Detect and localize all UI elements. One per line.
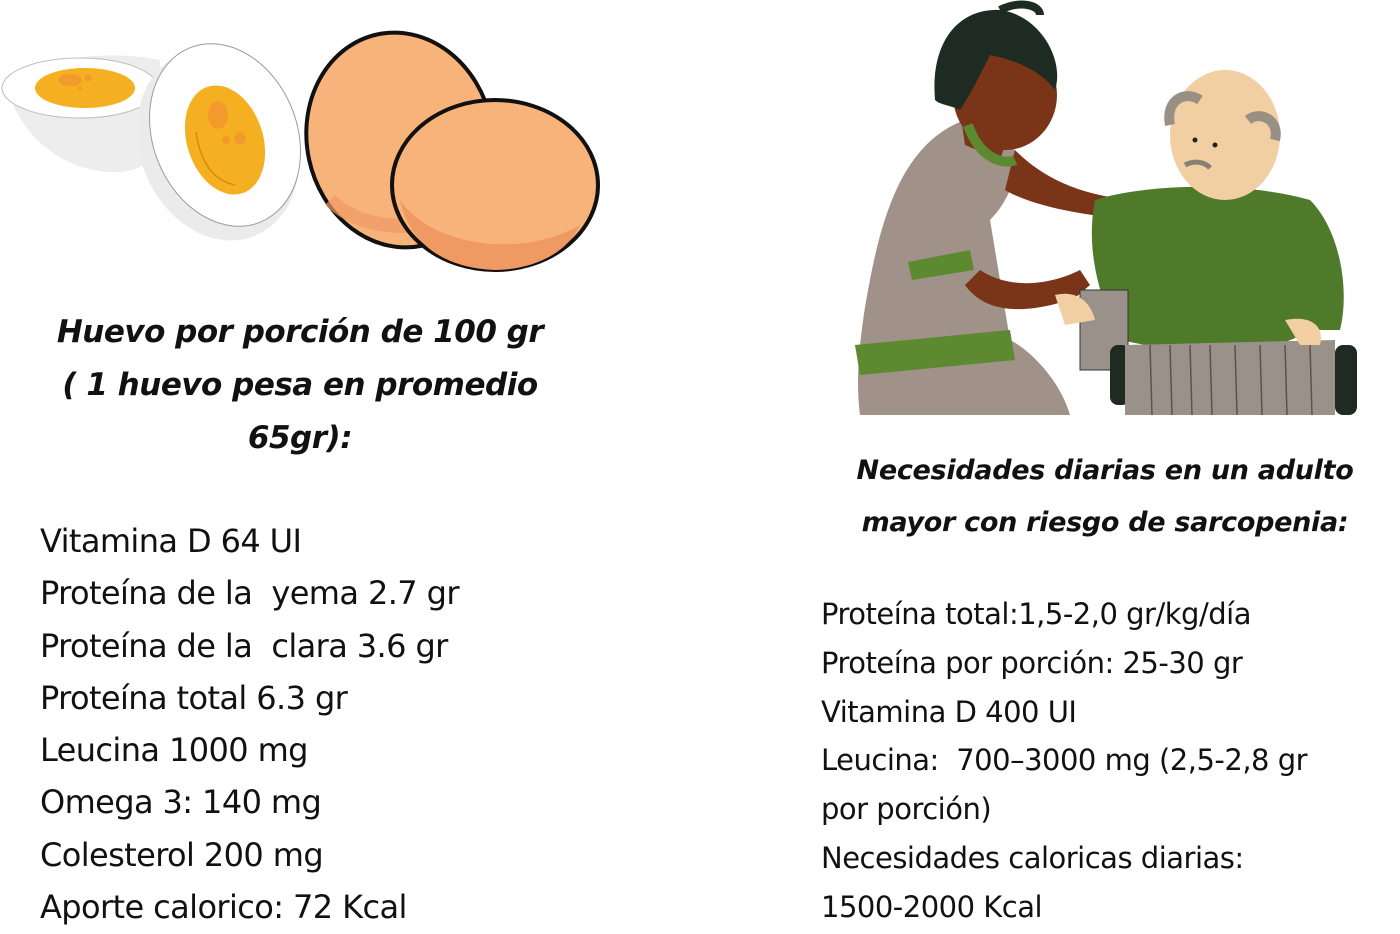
heading-line: ( 1 huevo pesa en promedio	[62, 367, 538, 403]
list-item: Proteína de la yema 2.7 gr	[40, 574, 459, 613]
boiled-eggs-illustration	[1, 30, 600, 272]
heading-line: Huevo por porción de 100 gr	[56, 314, 544, 350]
caregiver-with-elderly-man-illustration	[855, 0, 1357, 416]
list-item: Proteína por porción: 25-30 gr	[821, 645, 1243, 680]
egg-nutrition-heading: Huevo por porción de 100 gr ( 1 huevo pe…	[20, 306, 580, 465]
whole-egg-front-icon	[390, 98, 600, 272]
heading-line: 65gr):	[247, 420, 353, 456]
daily-needs-list: Proteína total:1,5-2,0 gr/kg/día Proteín…	[821, 590, 1308, 932]
list-item: Vitamina D 400 UI	[821, 694, 1077, 729]
list-item: Proteína de la clara 3.6 gr	[40, 626, 448, 665]
egg-nutrient-list: Vitamina D 64 UI Proteína de la yema 2.7…	[40, 515, 459, 933]
half-egg-back-icon	[1, 55, 160, 173]
list-item: Leucina: 700–3000 mg (2,5-2,8 gr	[821, 743, 1308, 778]
list-item: Colesterol 200 mg	[40, 835, 324, 874]
daily-needs-heading: Necesidades diarias en un adulto mayor c…	[810, 445, 1400, 549]
list-item: Aporte calorico: 72 Kcal	[40, 888, 407, 927]
nurse-figure-icon	[855, 0, 1130, 415]
list-item: Proteína total 6.3 gr	[40, 678, 348, 717]
list-item: Leucina 1000 mg	[40, 731, 308, 770]
list-item: 1500-2000 Kcal	[821, 889, 1043, 924]
list-item: Necesidades caloricas diarias:	[821, 840, 1244, 875]
half-egg-front-icon	[136, 43, 301, 241]
list-item: Vitamina D 64 UI	[40, 522, 302, 560]
list-item: Proteína total:1,5-2,0 gr/kg/día	[821, 597, 1251, 631]
heading-line: Necesidades diarias en un adulto	[856, 455, 1354, 486]
heading-line: mayor con riesgo de sarcopenia:	[861, 507, 1349, 538]
list-item: Omega 3: 140 mg	[40, 783, 322, 822]
elderly-man-figure-icon	[1055, 70, 1357, 416]
list-item: por porción)	[821, 792, 992, 827]
